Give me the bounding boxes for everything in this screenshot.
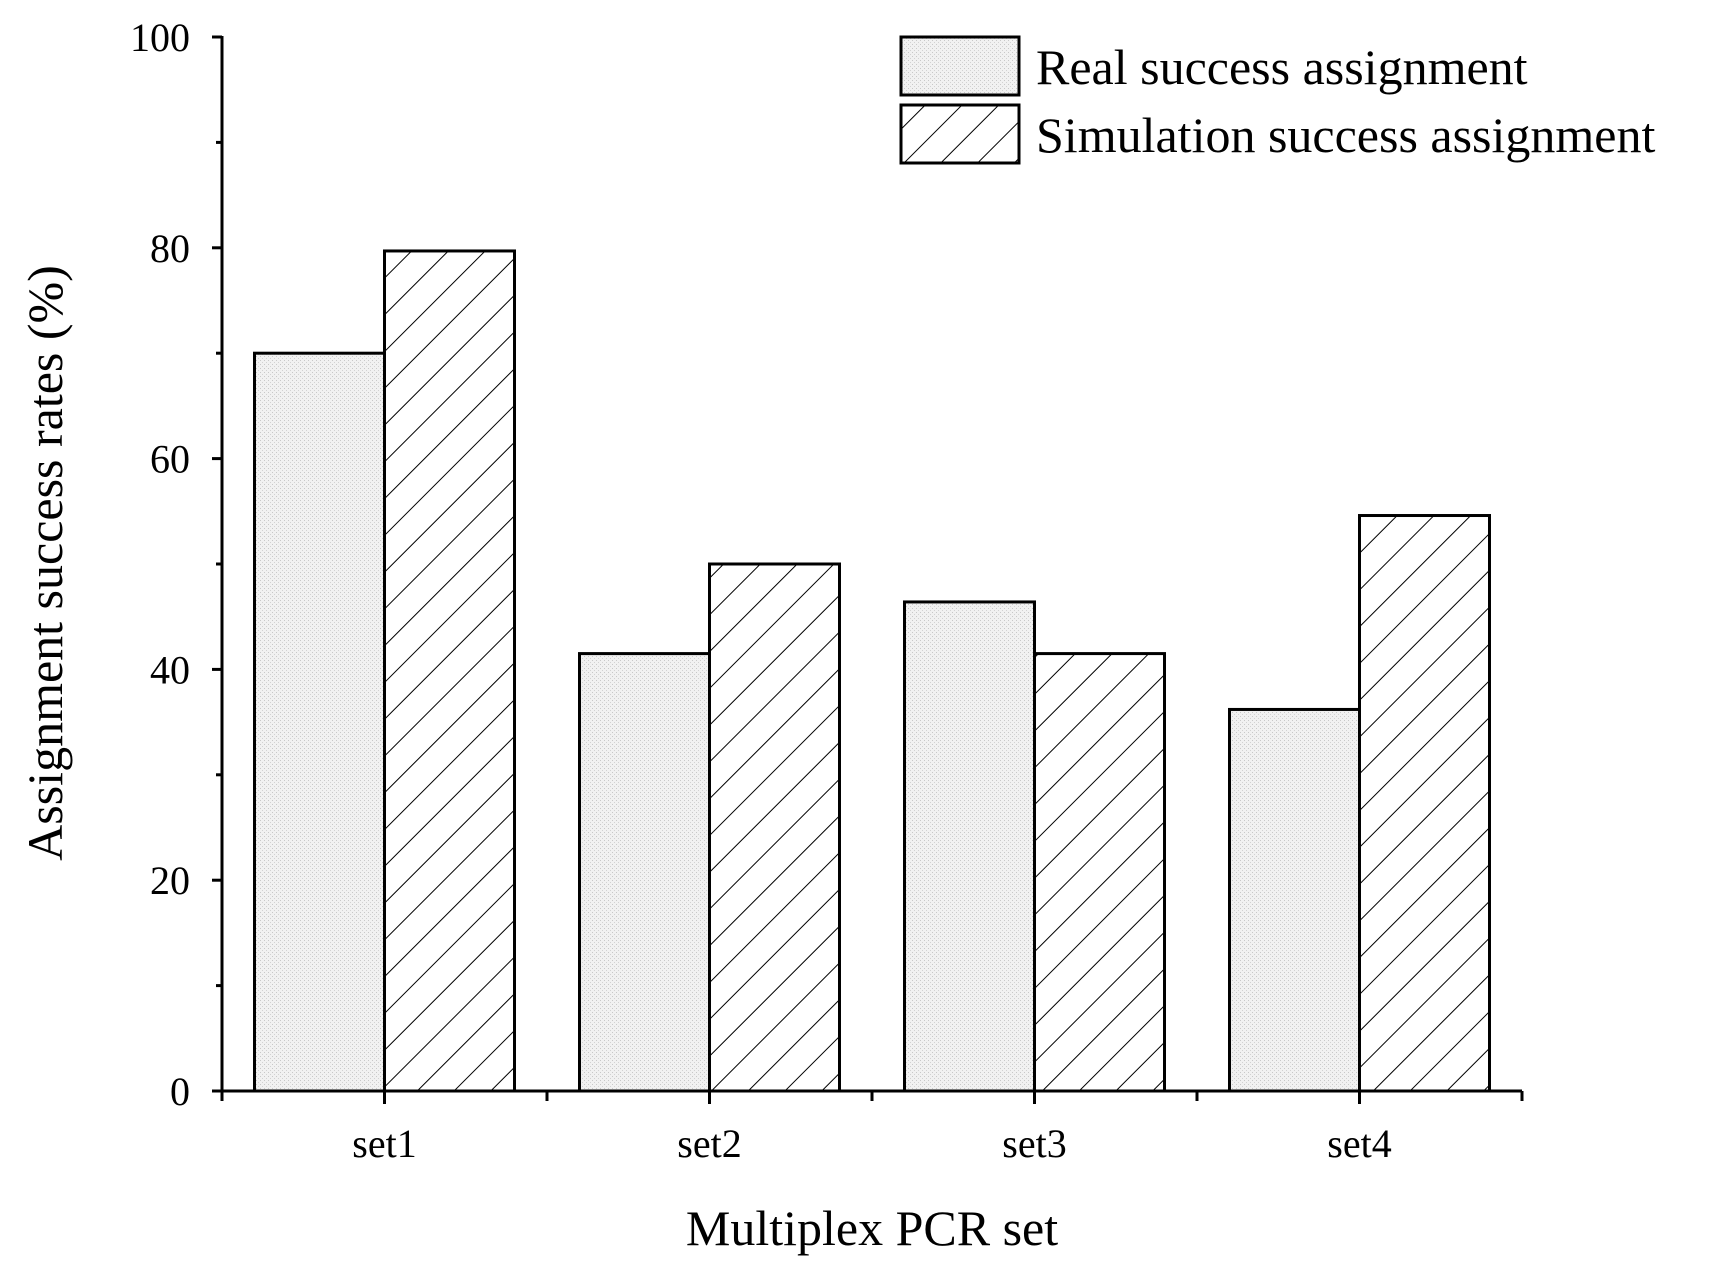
bar-set1-real bbox=[253, 351, 386, 1093]
legend: Real success assignment Simulation succe… bbox=[899, 35, 1655, 165]
bar-set4-real bbox=[1228, 707, 1361, 1093]
bar-set2-simulation bbox=[708, 562, 841, 1093]
y-tick-label: 0 bbox=[170, 1069, 190, 1114]
y-tick-label: 80 bbox=[150, 226, 190, 271]
x-tick-label-set2: set2 bbox=[677, 1121, 741, 1166]
y-axis-ticks: 0 20 40 60 80 100 bbox=[130, 15, 222, 1114]
y-tick-label: 60 bbox=[150, 437, 190, 482]
x-tick-label-set3: set3 bbox=[1002, 1121, 1066, 1166]
bar-set1-simulation bbox=[383, 249, 516, 1093]
bar-set4-simulation bbox=[1358, 514, 1491, 1093]
y-tick-label: 40 bbox=[150, 647, 190, 692]
y-axis-title: Assignment success rates (%) bbox=[17, 265, 73, 861]
y-tick-label: 20 bbox=[150, 858, 190, 903]
x-axis-title: Multiplex PCR set bbox=[686, 1200, 1058, 1256]
legend-swatch-simulation bbox=[899, 103, 1021, 165]
legend-label-simulation: Simulation success assignment bbox=[1036, 107, 1655, 163]
x-axis-ticks: set1 set2 set3 set4 bbox=[220, 1091, 1524, 1166]
bar-set3-real bbox=[903, 600, 1036, 1093]
x-tick-label-set4: set4 bbox=[1327, 1121, 1391, 1166]
legend-swatch-real bbox=[899, 35, 1021, 97]
y-tick-label: 100 bbox=[130, 15, 190, 60]
bar-set3-simulation bbox=[1033, 652, 1166, 1093]
bar-set2-real bbox=[578, 652, 711, 1093]
bars-layer bbox=[253, 249, 1491, 1093]
legend-label-real: Real success assignment bbox=[1036, 39, 1528, 95]
x-tick-label-set1: set1 bbox=[352, 1121, 416, 1166]
